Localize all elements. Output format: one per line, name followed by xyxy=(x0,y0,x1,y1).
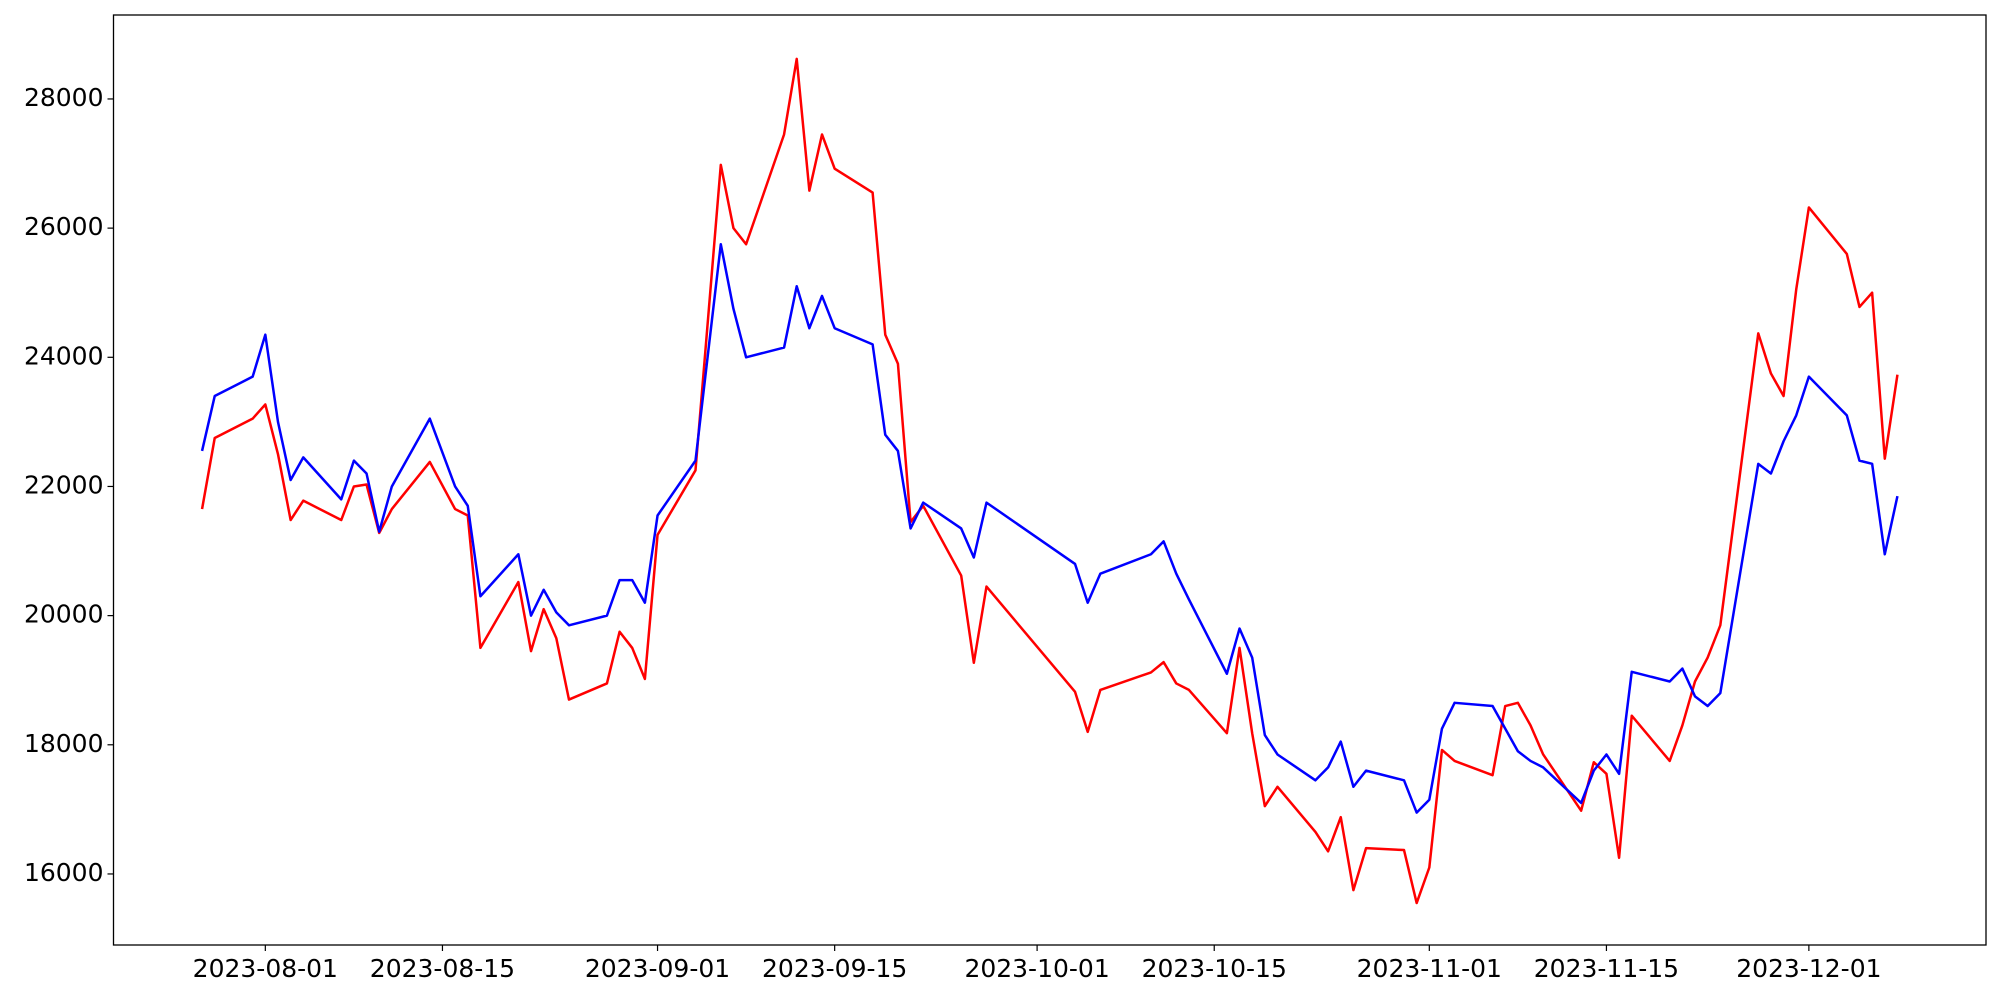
x-tick-label: 2023-09-15 xyxy=(762,954,907,983)
y-tick-label: 20000 xyxy=(24,600,104,629)
x-tick-label: 2023-08-15 xyxy=(370,954,515,983)
y-tick-label: 26000 xyxy=(24,212,104,241)
x-tick-label: 2023-10-01 xyxy=(964,954,1109,983)
line-series xyxy=(200,57,1899,905)
y-tick-label: 16000 xyxy=(24,858,104,887)
y-tick-label: 18000 xyxy=(24,729,104,758)
y-tick-label: 24000 xyxy=(24,341,104,370)
x-tick-label: 2023-11-01 xyxy=(1357,954,1502,983)
y-tick-label: 28000 xyxy=(24,83,104,112)
x-tick-label: 2023-08-01 xyxy=(193,954,338,983)
y-tick-label: 22000 xyxy=(24,470,104,499)
x-tick-label: 2023-10-15 xyxy=(1142,954,1287,983)
x-tick-label: 2023-11-15 xyxy=(1534,954,1679,983)
plot-frame xyxy=(112,14,1987,946)
x-tick-label: 2023-12-01 xyxy=(1736,954,1881,983)
line-series xyxy=(200,243,1899,814)
x-tick-label: 2023-09-01 xyxy=(585,954,730,983)
